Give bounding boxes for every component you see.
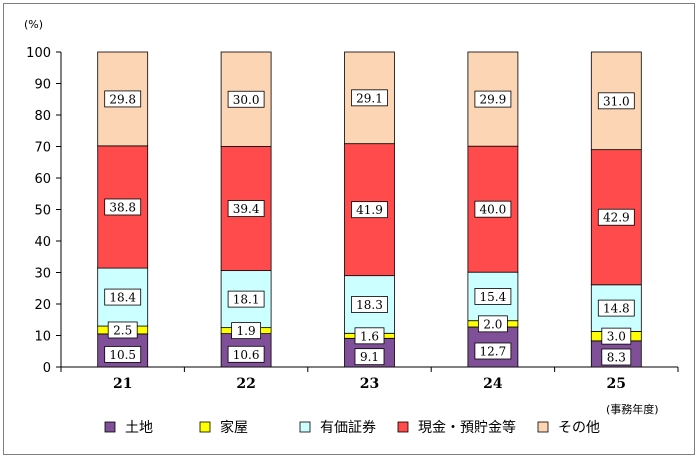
data-label: 18.3 [356,298,383,312]
x-tick-label: 23 [360,376,379,392]
y-tick-label: 90 [34,78,51,93]
data-label: 31.0 [603,94,630,108]
data-label-box [104,198,142,216]
data-label-box [351,89,388,107]
data-label: 14.8 [603,302,630,316]
y-tick-label: 20 [34,298,51,313]
data-label-box [601,327,632,345]
legend-swatch [104,421,116,433]
data-label: 9.1 [360,350,379,364]
data-label-box [107,321,138,339]
data-label-box [351,201,388,219]
data-label-box [227,345,265,363]
x-tick-label: 25 [607,376,626,392]
y-tick-label: 80 [34,109,51,124]
data-label-box [474,90,512,108]
data-label: 38.8 [109,200,136,214]
data-label: 15.4 [480,290,507,304]
data-label: 41.9 [356,203,383,217]
x-tick-label: 21 [113,376,132,392]
y-tick-label: 0 [43,361,51,376]
data-label: 1.6 [360,329,379,343]
data-label-box [351,296,388,313]
y-tick-label: 100 [26,46,51,61]
y-tick-label: 30 [34,267,51,282]
data-label-box [597,208,635,226]
data-label-box [227,290,265,308]
data-label: 29.1 [356,91,383,105]
x-tick-label: 24 [483,376,503,392]
data-label: 2.0 [483,317,502,331]
data-label: 1.9 [237,324,256,338]
legend-label: 現金・預貯金等 [418,419,516,436]
data-label-box [474,200,512,218]
data-label-box [104,90,142,108]
y-tick-label: 60 [34,172,51,187]
y-axis-unit-label: (%) [24,18,43,31]
data-label-box [477,315,508,333]
y-tick-label: 10 [34,330,51,345]
data-label: 42.9 [603,211,630,225]
legend: 土地 家屋 有価証券 現金・預貯金等 その他 [104,419,600,436]
data-label: 18.1 [233,293,260,307]
data-label: 18.4 [109,291,136,305]
legend-swatch [537,421,549,433]
data-label: 29.9 [480,93,507,107]
x-tick-label: 22 [236,376,255,392]
data-label-box [104,288,142,306]
legend-label: その他 [558,420,600,436]
data-label: 40.0 [480,203,507,217]
data-label-box [227,200,265,217]
legend-swatch [299,421,311,433]
data-label: 30.0 [233,93,260,107]
data-label: 10.6 [233,348,260,362]
legend-label: 有価証券 [320,420,376,436]
data-label: 29.8 [109,92,136,106]
data-label-box [597,299,635,317]
data-label-box [231,322,262,340]
data-label-box [601,348,632,366]
data-label: 12.7 [480,344,507,358]
data-label: 8.3 [607,351,626,365]
data-label: 39.4 [233,202,260,216]
y-tick-label: 70 [34,141,51,156]
legend-swatch [199,421,211,433]
data-label: 10.5 [109,348,136,362]
data-label-box [354,327,385,345]
data-label-box [354,348,385,366]
legend-label: 土地 [125,420,153,436]
data-label: 2.5 [113,323,132,337]
legend-swatch [397,421,409,433]
axes: 0 10 20 30 40 50 60 70 80 90 100 21 22 23 24 25 [26,46,679,392]
y-tick-label: 50 [34,204,51,219]
data-label-box [597,92,635,110]
data-label-box [227,90,265,108]
data-label: 3.0 [607,330,626,344]
data-label-box [474,342,512,360]
data-labels: 10.5 2.5 18.4 38.8 29.8 10.6 1.9 18.1 39.4 30.0 9.… [104,89,635,366]
data-label-box [104,346,142,363]
x-axis-unit-label: (事務年度) [606,402,659,416]
data-label-box [474,288,512,305]
y-tick-label: 40 [34,235,51,250]
legend-label: 家屋 [220,419,248,436]
